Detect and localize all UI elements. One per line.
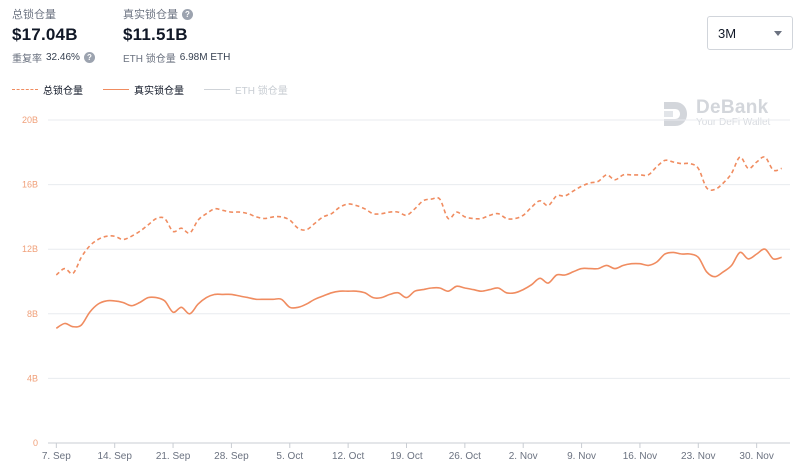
legend-swatch <box>103 89 129 90</box>
x-tick-label: 23. Nov <box>681 451 715 462</box>
y-tick-label: 20B <box>22 115 38 125</box>
real-tvl-value: $11.51B <box>123 25 188 44</box>
duplicate-rate-label: 重复率 <box>12 54 42 65</box>
help-icon[interactable]: ? <box>182 8 193 20</box>
x-tick-label: 28. Sep <box>214 451 249 462</box>
logo-name: DeBank <box>696 97 769 118</box>
x-tick-label: 5. Oct <box>276 451 303 462</box>
chevron-down-icon <box>774 30 782 36</box>
legend-item-real[interactable]: 真实锁仓量 <box>103 82 184 97</box>
duplicate-rate: 重复率 32.46% ? <box>12 50 95 65</box>
legend-swatch <box>204 89 230 90</box>
eth-tvl: ETH 锁仓量 6.98M ETH <box>123 50 230 65</box>
x-tick-label: 19. Oct <box>390 451 422 462</box>
chart-axes: 0 4B 8B 12B 16B 20B 7. Sep 14. Sep 21. Sep 28. Se… <box>22 115 790 462</box>
series-line-total <box>55 156 782 276</box>
legend-label: 总锁仓量 <box>43 86 83 97</box>
legend-label: 真实锁仓量 <box>134 86 184 97</box>
x-tick-label: 2. Nov <box>509 451 538 462</box>
y-tick-label: 12B <box>22 244 38 254</box>
series-line-real <box>55 248 782 329</box>
real-tvl-stat: 真实锁仓量 ? $11.51B ETH 锁仓量 6.98M ETH <box>123 6 230 65</box>
x-tick-label: 21. Sep <box>156 451 191 462</box>
legend-label: ETH 锁仓量 <box>235 86 288 97</box>
logo-tagline: Your DeFi Wallet <box>696 117 771 128</box>
x-tick-label: 30. Nov <box>739 451 773 462</box>
eth-tvl-value: 6.98M ETH <box>179 52 231 63</box>
duplicate-rate-value: 32.46% <box>46 52 80 63</box>
help-icon[interactable]: ? <box>83 52 95 63</box>
y-tick-label: 4B <box>27 373 38 383</box>
legend-item-eth[interactable]: ETH 锁仓量 <box>204 82 288 97</box>
y-tick-label: 0 <box>33 438 38 448</box>
legend-swatch <box>12 89 38 90</box>
eth-tvl-label: ETH 锁仓量 <box>123 54 176 65</box>
x-tick-label: 14. Sep <box>97 451 132 462</box>
real-tvl-label-row: 真实锁仓量 ? <box>123 6 230 22</box>
time-range-select[interactable]: 3M <box>707 16 793 50</box>
y-tick-label: 16B <box>22 180 38 190</box>
x-tick-label: 12. Oct <box>332 451 364 462</box>
y-tick-label: 8B <box>27 309 38 319</box>
x-tick-label: 16. Nov <box>623 451 657 462</box>
x-tick-label: 26. Oct <box>449 451 481 462</box>
chart-grid <box>48 119 790 444</box>
x-tick-label: 7. Sep <box>42 451 71 462</box>
total-tvl-value: $17.04B <box>12 25 78 44</box>
legend-item-total[interactable]: 总锁仓量 <box>12 82 83 97</box>
total-tvl-label: 总锁仓量 <box>12 9 56 21</box>
real-tvl-label: 真实锁仓量 <box>123 9 178 21</box>
x-tick-label: 9. Nov <box>567 451 596 462</box>
total-tvl-stat: 总锁仓量 $17.04B 重复率 32.46% ? <box>12 6 95 65</box>
chart-series <box>55 156 782 329</box>
time-range-value: 3M <box>718 25 737 41</box>
chart-legend: 总锁仓量 真实锁仓量 ETH 锁仓量 <box>12 82 288 97</box>
